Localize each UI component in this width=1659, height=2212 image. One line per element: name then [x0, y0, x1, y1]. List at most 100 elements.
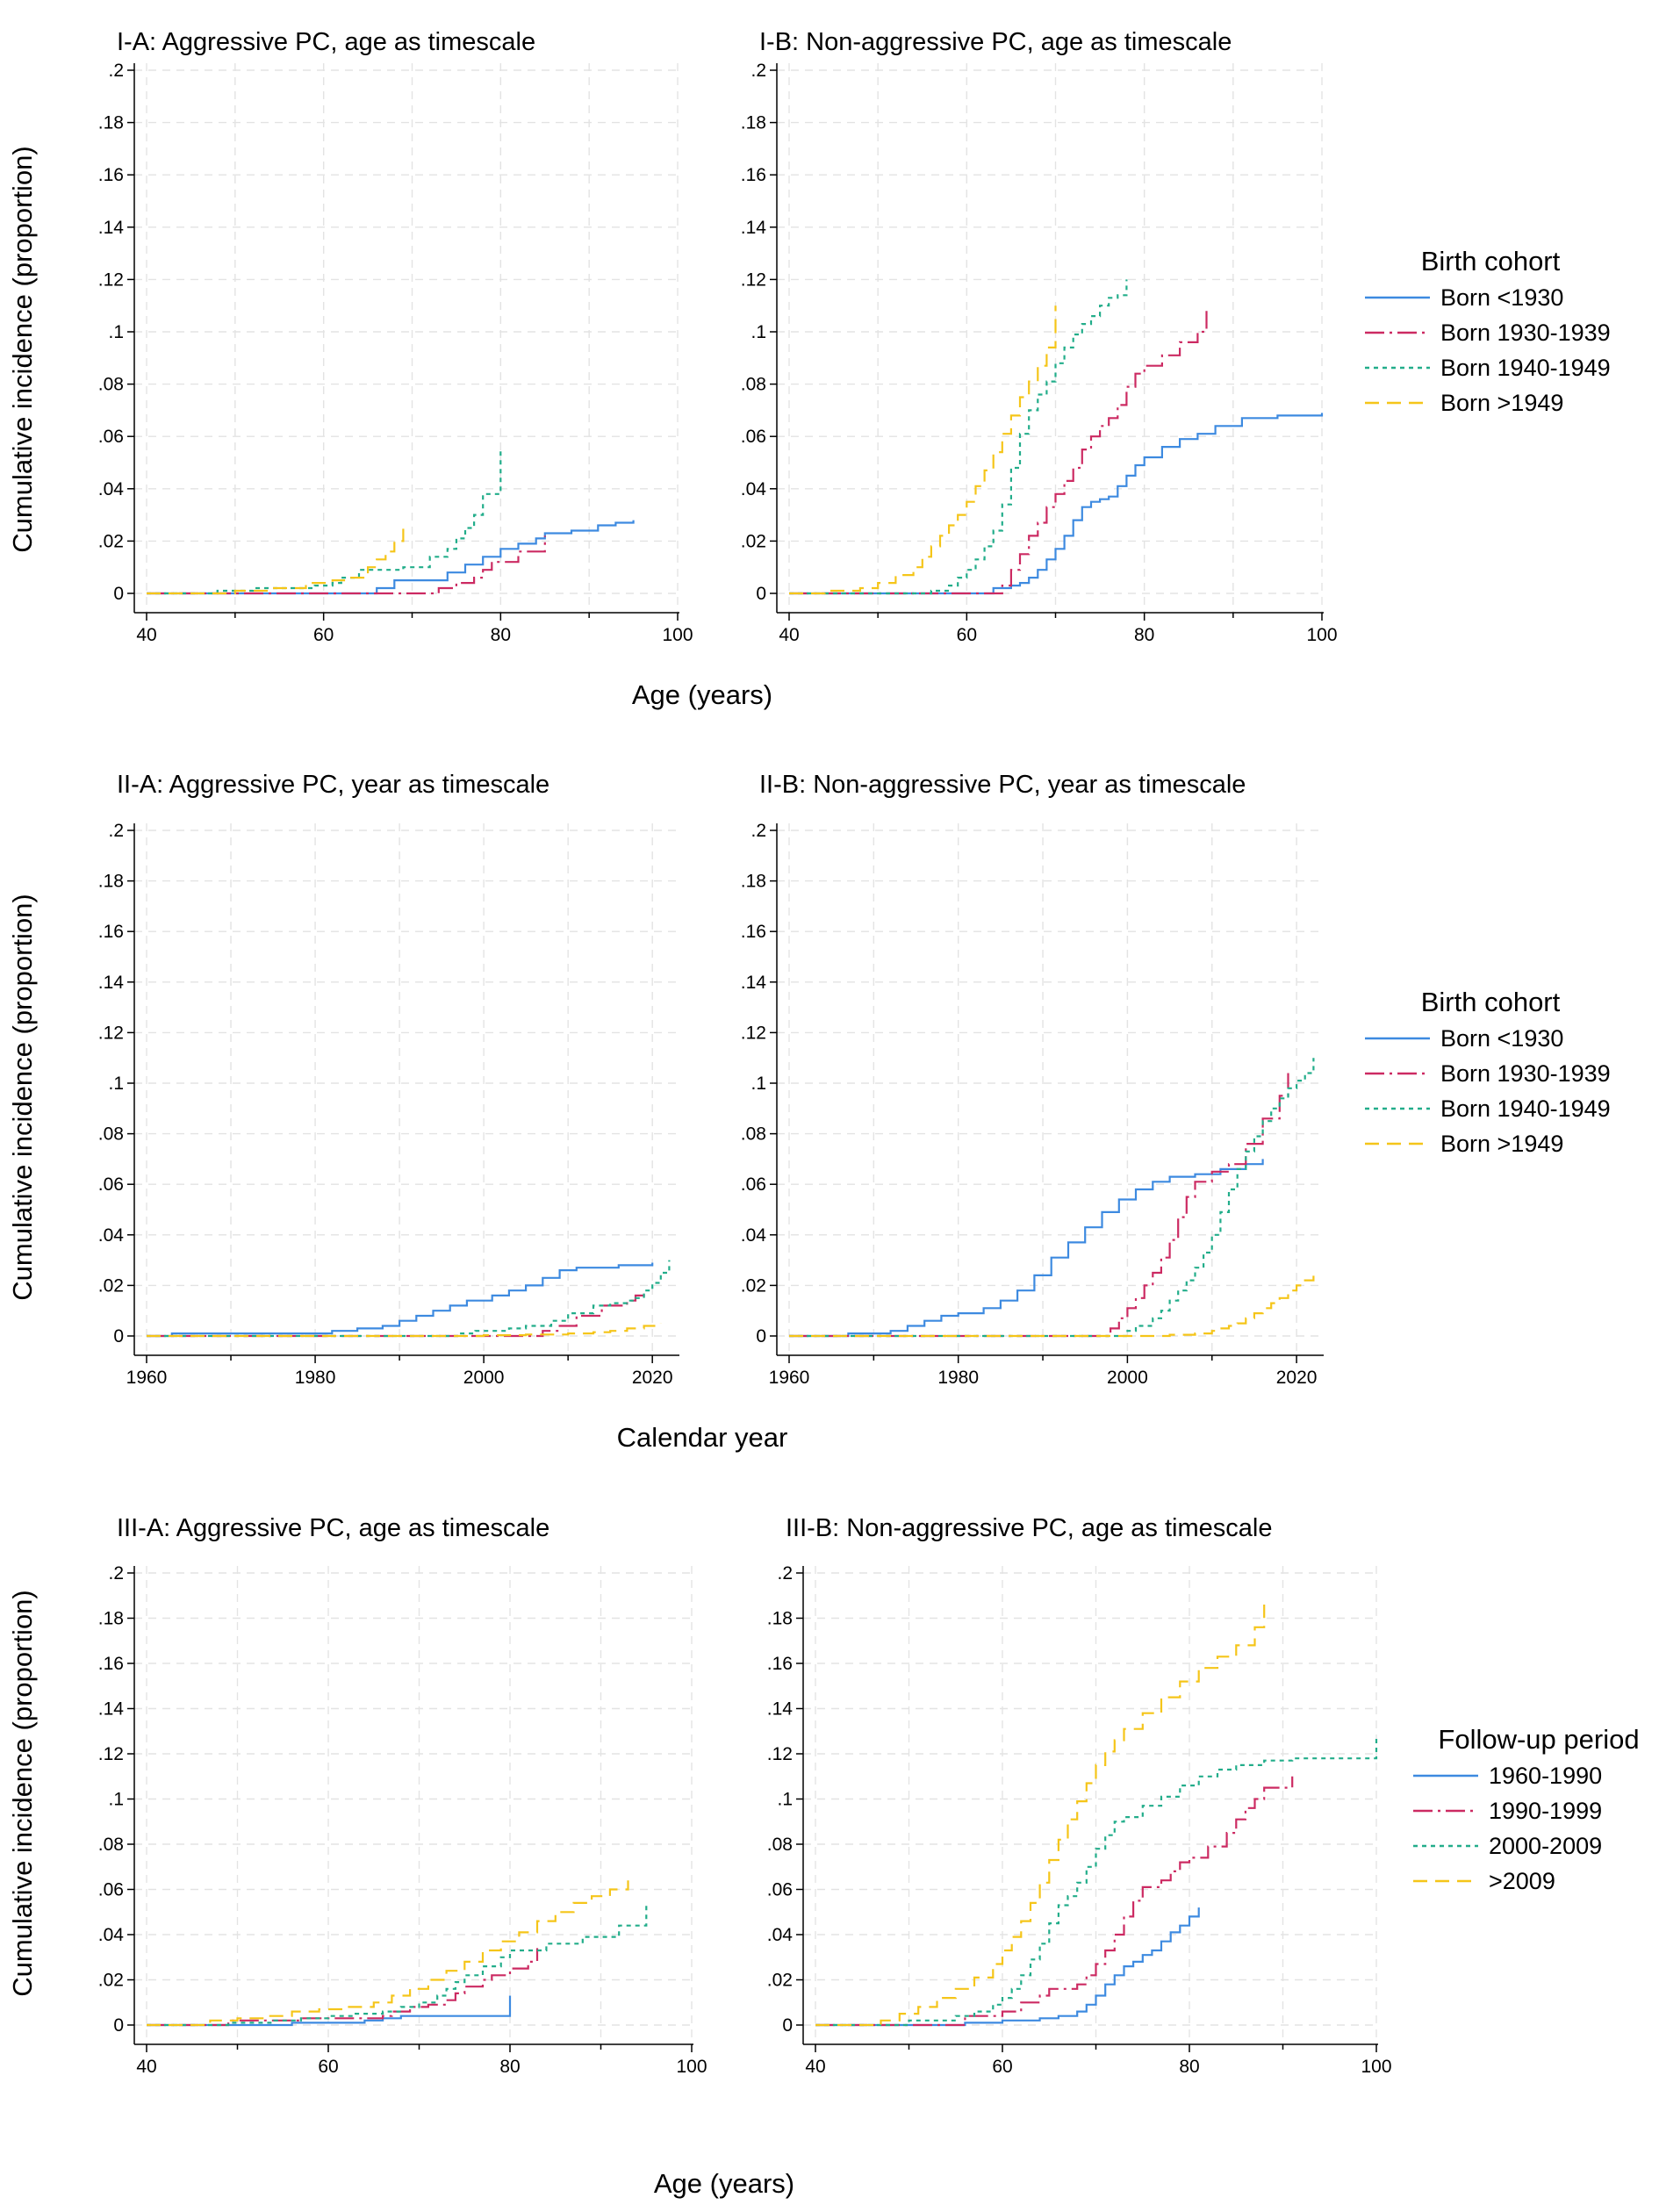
- y-tick-label: .08: [98, 1124, 124, 1145]
- y-tick-label: 0: [756, 1326, 766, 1347]
- panel-title: I-B: Non-aggressive PC, age as timescale: [759, 28, 1232, 56]
- legend: Birth cohort Born <1930 Born 1930-1939 Born…: [1365, 246, 1611, 416]
- y-axis-title: Cumulative incidence (proportion): [7, 146, 38, 553]
- x-tick-label: 100: [662, 625, 693, 645]
- y-tick-label: .12: [741, 1023, 766, 1043]
- panel-title: I-A: Aggressive PC, age as timescale: [117, 28, 535, 56]
- legend-label: Born <1930: [1440, 284, 1563, 311]
- y-tick-label: .1: [108, 1790, 124, 1810]
- y-tick-label: .2: [108, 1563, 124, 1584]
- series-line-s4: [147, 1323, 662, 1338]
- x-tick-label: 100: [1306, 625, 1337, 645]
- series-line-s1: [789, 413, 1324, 595]
- x-axis-title: Age (years): [654, 2168, 794, 2199]
- y-tick-label: .2: [750, 821, 766, 841]
- series-line-s2: [147, 1290, 645, 1338]
- x-tick-label: 100: [1361, 2057, 1391, 2077]
- series-line-s1: [789, 1159, 1264, 1338]
- panel-2-b: II-B: Non-aggressive PC, year as timesca…: [741, 771, 1324, 1388]
- y-tick-label: .16: [741, 922, 766, 942]
- x-tick-label: 40: [136, 2057, 156, 2077]
- panel-title: II-B: Non-aggressive PC, year as timesca…: [759, 771, 1246, 799]
- x-tick-label: 60: [957, 625, 977, 645]
- series-line-s3: [789, 1058, 1315, 1338]
- legend-label: 1960-1990: [1489, 1763, 1602, 1789]
- x-tick-label: 2000: [463, 1368, 505, 1388]
- panel-1-b: I-B: Non-aggressive PC, age as timescale…: [741, 28, 1338, 645]
- x-tick-label: 80: [1134, 625, 1154, 645]
- panel-title: III-A: Aggressive PC, age as timescale: [117, 1514, 549, 1542]
- panel-1-a: I-A: Aggressive PC, age as timescale 0 .02…: [98, 28, 693, 645]
- y-tick-label: .1: [750, 322, 766, 342]
- y-tick-label: .2: [750, 61, 766, 81]
- y-tick-label: .14: [98, 1699, 125, 1720]
- legend-label: Born >1949: [1440, 390, 1563, 416]
- y-tick-label: 0: [782, 2015, 793, 2036]
- y-tick-label: 0: [113, 584, 124, 604]
- y-tick-label: .2: [108, 61, 124, 81]
- x-tick-label: 2020: [1276, 1368, 1318, 1388]
- y-tick-label: .16: [98, 922, 124, 942]
- legend-title: Follow-up period: [1438, 1724, 1639, 1755]
- x-axis-title: Age (years): [632, 679, 772, 710]
- legend: Follow-up period 1960-1990 1990-1999 2000-2…: [1413, 1724, 1640, 1894]
- legend-title: Birth cohort: [1421, 246, 1561, 276]
- legend-label: Born 1930-1939: [1440, 1060, 1611, 1087]
- legend-label: Born 1930-1939: [1440, 320, 1611, 346]
- series-line-s1: [147, 520, 635, 595]
- legend-label: 2000-2009: [1489, 1833, 1602, 1859]
- panel-3-a: III-A: Aggressive PC, age as timescale 0.…: [98, 1514, 707, 2077]
- y-tick-label: .08: [741, 375, 766, 395]
- series-line-s2: [789, 1073, 1289, 1338]
- y-tick-label: .08: [98, 1835, 124, 1855]
- x-tick-label: 40: [136, 625, 156, 645]
- legend-label: Born <1930: [1440, 1025, 1563, 1052]
- y-tick-label: .02: [98, 1971, 124, 1991]
- legend-title: Birth cohort: [1421, 987, 1561, 1017]
- series-line-s3: [789, 279, 1128, 595]
- panel-3-b: III-B: Non-aggressive PC, age as timesca…: [767, 1514, 1392, 2077]
- series-line-s1: [147, 1262, 654, 1338]
- x-tick-label: 2020: [632, 1368, 673, 1388]
- y-tick-label: .14: [767, 1699, 794, 1720]
- series-line-s3: [815, 1735, 1378, 2027]
- x-tick-label: 80: [499, 2057, 520, 2077]
- y-tick-label: .14: [741, 973, 767, 993]
- legend-label: Born 1940-1949: [1440, 1095, 1611, 1122]
- y-tick-label: .06: [741, 1174, 766, 1195]
- legend-label: Born 1940-1949: [1440, 355, 1611, 381]
- series-line-s3: [147, 1905, 648, 2027]
- series-line-s3: [147, 449, 502, 595]
- series-line-s4: [789, 305, 1057, 595]
- x-tick-label: 1960: [126, 1368, 168, 1388]
- y-tick-label: .12: [767, 1744, 793, 1764]
- y-tick-label: .04: [98, 1925, 125, 1945]
- x-tick-label: 1960: [769, 1368, 810, 1388]
- x-tick-label: 1980: [937, 1368, 979, 1388]
- y-tick-label: .04: [741, 479, 767, 499]
- y-tick-label: .14: [741, 218, 767, 238]
- y-tick-label: 0: [113, 2015, 124, 2036]
- y-tick-label: .04: [98, 1225, 125, 1246]
- y-tick-label: .1: [108, 1074, 124, 1094]
- y-tick-label: .18: [98, 113, 124, 133]
- y-tick-label: 0: [113, 1326, 124, 1347]
- x-axis-title: Calendar year: [617, 1422, 788, 1453]
- y-tick-label: .1: [108, 322, 124, 342]
- x-tick-label: 40: [779, 625, 799, 645]
- panel-title: II-A: Aggressive PC, year as timescale: [117, 771, 549, 799]
- y-tick-label: .16: [98, 165, 124, 185]
- y-tick-label: .02: [741, 531, 766, 551]
- x-tick-label: 60: [318, 2057, 338, 2077]
- y-tick-label: .16: [767, 1654, 793, 1674]
- y-tick-label: .12: [741, 269, 766, 290]
- y-tick-label: .06: [98, 1880, 124, 1900]
- y-axis-title: Cumulative incidence (proportion): [7, 894, 38, 1301]
- x-tick-label: 100: [676, 2057, 707, 2077]
- legend: Birth cohort Born <1930 Born 1930-1939 Born…: [1365, 987, 1611, 1157]
- y-tick-label: .04: [741, 1225, 767, 1246]
- y-tick-label: .18: [741, 872, 766, 892]
- y-tick-label: .02: [98, 531, 124, 551]
- y-tick-label: .06: [98, 1174, 124, 1195]
